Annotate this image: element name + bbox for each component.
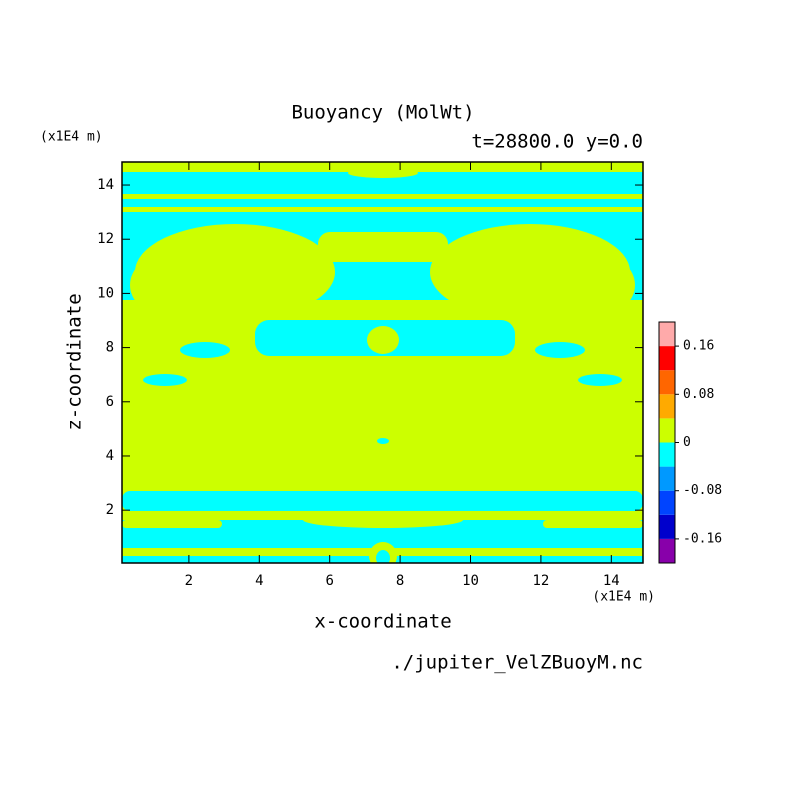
contour-region <box>348 168 418 178</box>
colorbar-swatch <box>659 490 675 515</box>
y-tick-label: 14 <box>97 177 114 193</box>
contour-region <box>543 520 643 528</box>
x-unit: (x1E4 m) <box>592 590 655 605</box>
colorbar-tick-label: 0.16 <box>683 339 714 354</box>
contour-region <box>367 326 399 354</box>
contour-region <box>122 199 643 207</box>
y-tick-label: 10 <box>97 285 114 301</box>
contour-region <box>303 512 463 528</box>
contour-field <box>122 162 643 563</box>
colorbar-swatch <box>659 466 675 491</box>
x-tick-label: 14 <box>603 573 620 589</box>
colorbar-swatch <box>659 514 675 539</box>
colorbar-swatch <box>659 322 675 347</box>
colorbar-tick-label: 0.08 <box>683 387 714 402</box>
colorbar-swatch <box>659 394 675 419</box>
plot-frame <box>121 161 644 564</box>
contour-region <box>143 374 187 386</box>
contour-region <box>318 232 448 262</box>
contour-region <box>578 374 622 386</box>
y-tick-label: 4 <box>106 448 114 464</box>
x-tick-label: 10 <box>462 573 479 589</box>
colorbar-tick-label: -0.16 <box>683 531 722 546</box>
contour-region <box>535 342 585 358</box>
x-tick-label: 4 <box>255 573 263 589</box>
colorbar-tick-label: -0.08 <box>683 483 722 498</box>
y-tick-label: 8 <box>106 340 114 356</box>
y-tick-label: 12 <box>97 231 114 247</box>
colorbar-swatch <box>659 418 675 443</box>
contour-region <box>122 172 643 194</box>
x-tick-label: 6 <box>325 573 333 589</box>
contour-region <box>122 520 222 528</box>
chart-title: Buoyancy (MolWt) <box>291 102 474 124</box>
contour-region <box>376 550 390 563</box>
contour-region <box>180 342 230 358</box>
x-tick-label: 12 <box>532 573 549 589</box>
y-axis-label: z-coordinate <box>64 293 86 430</box>
source-file: ./jupiter_VelZBuoyM.nc <box>391 652 643 674</box>
contour-region <box>377 438 389 444</box>
y-tick-label: 2 <box>106 502 114 518</box>
colorbar-swatch <box>659 370 675 395</box>
x-axis-label: x-coordinate <box>314 611 451 633</box>
colorbar-swatch <box>659 442 675 467</box>
contour-region <box>122 491 643 511</box>
x-tick-label: 2 <box>185 573 193 589</box>
colorbar-swatch <box>659 346 675 371</box>
x-tick-label: 8 <box>396 573 404 589</box>
y-unit: (x1E4 m) <box>40 130 103 145</box>
colorbar-swatch <box>659 538 675 563</box>
y-tick-label: 6 <box>106 394 114 410</box>
colorbar-tick-label: 0 <box>683 435 691 450</box>
chart-subtitle: t=28800.0 y=0.0 <box>471 131 643 153</box>
